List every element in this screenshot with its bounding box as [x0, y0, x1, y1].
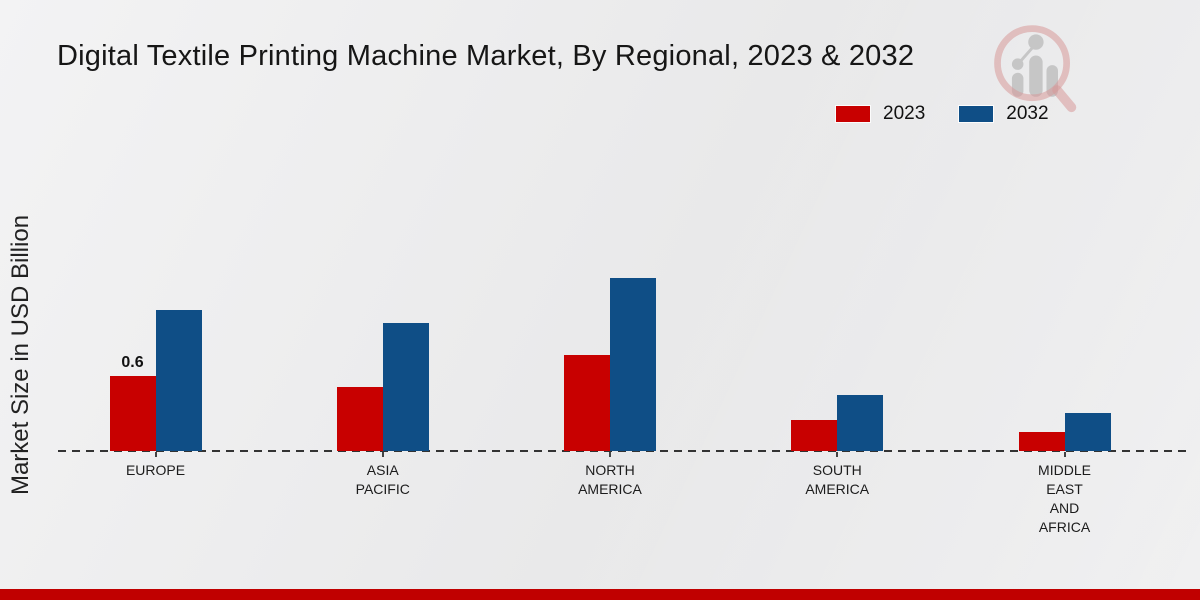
- bar-2023-north-america: [564, 355, 610, 451]
- bar-value-label: 0.6: [121, 354, 144, 371]
- bar-2032-middle-east-and-africa: [1064, 413, 1111, 451]
- x-category-label-middle-east-and-africa: MIDDLE EAST AND AFRICA: [1038, 462, 1091, 535]
- x-axis-tick: [381, 452, 384, 457]
- legend-swatch-2032: [959, 106, 994, 122]
- bar-2032-europe: [155, 310, 202, 451]
- x-axis-tick: [609, 452, 611, 457]
- legend-item-2023: 2023: [836, 103, 925, 125]
- x-category-label-asia-pacific: ASIA PACIFIC: [355, 462, 410, 497]
- bar-2023-south-america: [791, 420, 838, 451]
- bar-2032-north-america: [610, 278, 656, 451]
- chart-title: Digital Textile Printing Machine Market,…: [57, 40, 915, 72]
- x-axis-baseline: [58, 450, 1192, 452]
- x-axis-tick: [836, 452, 839, 457]
- legend-label-2023: 2023: [883, 103, 926, 124]
- legend-item-2032: 2032: [959, 103, 1049, 125]
- x-category-label-europe: EUROPE: [125, 462, 186, 478]
- bar-2023-europe: [109, 376, 156, 451]
- legend-label-2032: 2032: [1006, 103, 1049, 124]
- magnifier-bar-chart-logo-icon: [994, 25, 1077, 113]
- legend-swatch-2023: [836, 106, 870, 122]
- bar-2032-asia-pacific: [382, 323, 429, 451]
- legend: 2023 2032: [836, 103, 1049, 125]
- bar-2023-asia-pacific: [336, 387, 383, 451]
- x-axis-tick: [154, 452, 157, 457]
- x-category-label-south-america: SOUTH AMERICA: [805, 462, 870, 497]
- x-category-label-north-america: NORTH AMERICA: [578, 462, 642, 497]
- x-axis-tick: [1063, 452, 1066, 457]
- bar-2023-middle-east-and-africa: [1018, 432, 1065, 451]
- footer-accent-bar: [0, 589, 1200, 600]
- bar-2032-south-america: [837, 395, 884, 451]
